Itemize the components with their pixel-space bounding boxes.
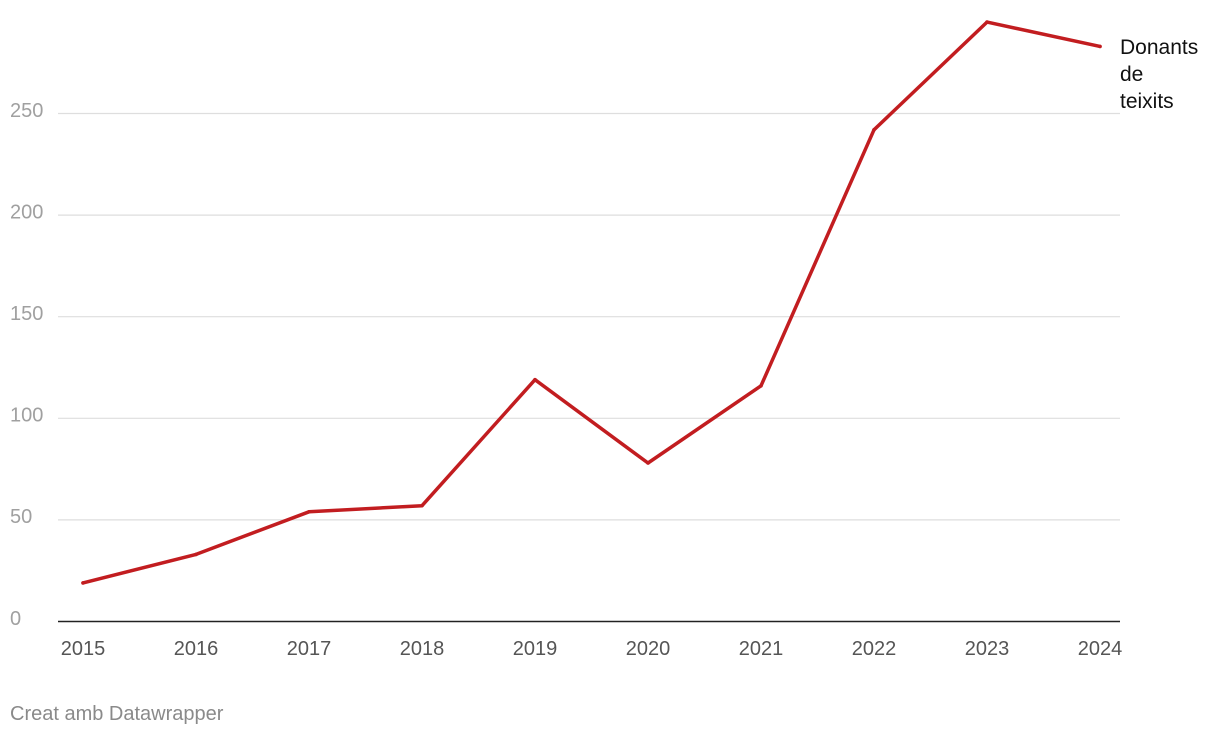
x-tick-label-2015: 2015 <box>61 638 106 660</box>
data-point-2023 <box>985 20 989 24</box>
series-label: Donants de teixits <box>1120 36 1198 113</box>
y-tick-label-50: 50 <box>10 506 32 528</box>
data-point-2018 <box>420 503 424 508</box>
gridlines <box>58 112 1120 623</box>
y-tick-label-100: 100 <box>10 405 43 427</box>
x-tick-label-2016: 2016 <box>174 638 219 660</box>
data-point-2015 <box>81 581 85 585</box>
data-point-2016 <box>194 552 198 557</box>
y-axis-tick-labels: 0 50 100 150 200 250 <box>10 100 43 630</box>
x-tick-label-2018: 2018 <box>400 638 445 660</box>
data-point-2017 <box>307 509 311 514</box>
y-tick-label-250: 250 <box>10 100 43 122</box>
x-tick-label-2021: 2021 <box>739 638 784 660</box>
data-point-2022 <box>872 127 876 132</box>
series-labels: Donants de teixits <box>1120 36 1198 113</box>
x-axis-tick-labels: 2015 2016 2017 2018 2019 2020 2021 2022 2023 2024 <box>61 638 1123 660</box>
y-tick-label-200: 200 <box>10 201 43 223</box>
series-line-0 <box>81 20 1102 585</box>
series-lines <box>81 20 1102 585</box>
line-chart: 0 50 100 150 200 250 2015 2016 2017 2018 2019 2020… <box>10 20 1198 660</box>
data-point-2021 <box>759 383 763 388</box>
data-point-2020 <box>646 461 650 465</box>
data-point-2019 <box>533 377 537 382</box>
y-tick-label-0: 0 <box>10 608 21 630</box>
credit-text: Creat amb Datawrapper <box>10 703 224 725</box>
x-tick-label-2024: 2024 <box>1078 638 1123 660</box>
data-point-2024 <box>1098 44 1102 49</box>
x-tick-label-2017: 2017 <box>287 638 332 660</box>
y-tick-label-150: 150 <box>10 303 43 325</box>
x-tick-label-2020: 2020 <box>626 638 671 660</box>
x-tick-label-2023: 2023 <box>965 638 1010 660</box>
x-tick-label-2019: 2019 <box>513 638 558 660</box>
x-tick-label-2022: 2022 <box>852 638 897 660</box>
